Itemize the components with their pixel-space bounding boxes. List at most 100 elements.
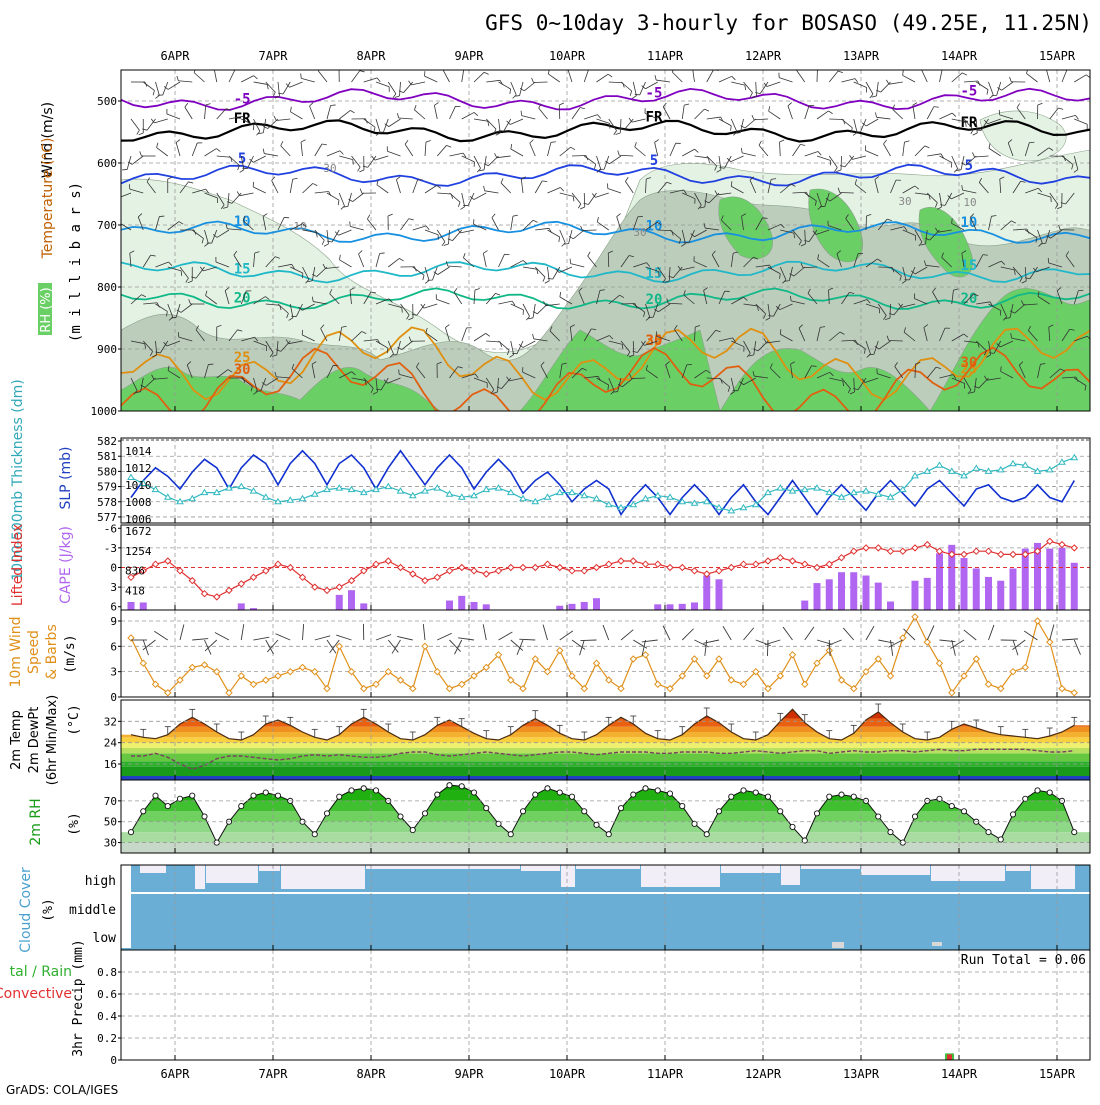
- lifted-index-point: [630, 558, 636, 564]
- li-tick-label: 3: [110, 581, 117, 594]
- wind10-barb: [276, 634, 291, 640]
- lifted-index-point: [839, 555, 845, 561]
- rh2m-point: [594, 822, 599, 827]
- wind10-barb: [767, 640, 768, 656]
- label-cape: CAPE (J/kg): [58, 526, 74, 604]
- cloud-gap: [366, 865, 520, 869]
- wind10-barb: [483, 624, 486, 640]
- wind10-barb: [215, 632, 229, 640]
- date-label-bottom: 11APR: [647, 1067, 684, 1081]
- cloud-gap: [195, 865, 205, 889]
- temp-band: [121, 753, 1090, 761]
- cape-bar: [1059, 548, 1066, 610]
- isotherm-label: 10: [234, 214, 251, 230]
- wind10-barb: [1050, 625, 1054, 640]
- date-label-bottom: 6APR: [161, 1067, 191, 1081]
- wind-barb-flag: [942, 68, 947, 69]
- wind10-barb: [817, 640, 832, 644]
- cape-bar: [691, 602, 698, 610]
- cloud-gap: [140, 865, 166, 873]
- rh2m-point: [471, 790, 476, 795]
- label-cc-b: (%): [41, 898, 56, 921]
- isotherm-label: 30: [234, 362, 251, 378]
- precip-tick-label: 0.4: [97, 1010, 117, 1023]
- rh2m-point: [239, 803, 244, 808]
- isotherm-label: 30: [646, 333, 663, 349]
- rh2m-point: [337, 794, 342, 799]
- date-label-top: 7APR: [259, 49, 289, 63]
- lifted-index-point: [496, 568, 502, 574]
- lifted-index-point: [790, 558, 796, 564]
- rh2m-point: [141, 809, 146, 814]
- label-cc-a: Cloud Cover: [18, 867, 34, 953]
- rh2m-point: [827, 794, 832, 799]
- precip-bar-convective: [947, 1054, 952, 1060]
- wind10-barb: [878, 640, 894, 643]
- cloud-gap: [281, 865, 365, 889]
- lifted-index-point: [961, 551, 967, 557]
- rh2m-point: [202, 814, 207, 819]
- rh2m-point: [631, 792, 636, 797]
- wind10-barb: [376, 635, 391, 640]
- rh2m-point: [618, 806, 623, 811]
- lifted-index-point: [937, 548, 943, 554]
- wind-tick-label: 0: [110, 691, 117, 704]
- lifted-index-point: [618, 558, 624, 564]
- label-t2-a: 2m Temp: [9, 710, 24, 770]
- wind10-barb: [765, 640, 780, 645]
- isotherm-label: 5: [650, 153, 658, 169]
- wind-barb-flag: [693, 66, 697, 68]
- cloud-gap: [1031, 865, 1075, 889]
- credit: GrADS: COLA/IGES: [6, 1083, 118, 1097]
- rh2m-point: [716, 809, 721, 814]
- wind-speed-point: [263, 677, 269, 683]
- lifted-index-point: [251, 574, 257, 580]
- temp-tick-label: 16: [104, 758, 117, 771]
- rh2m-point: [1010, 812, 1015, 817]
- chart-title: GFS 0~10day 3-hourly for BOSASO (49.25E,…: [485, 11, 1092, 35]
- rh-band: [121, 811, 1090, 821]
- wind10-barb: [397, 636, 413, 640]
- cape-bar: [679, 604, 686, 610]
- wind-barb-flag: [339, 66, 344, 68]
- rh2m-point: [520, 809, 525, 814]
- cape-tick-label: 418: [125, 584, 145, 597]
- lifted-index-point: [447, 568, 453, 574]
- temp-tick-label: 24: [104, 737, 118, 750]
- lifted-index-point: [973, 548, 979, 554]
- wind-barb-flag: [443, 66, 446, 70]
- isotherm-label: 15: [234, 262, 251, 278]
- precip-frame: [121, 950, 1090, 1060]
- lifted-index-point: [520, 565, 526, 571]
- lifted-index-point: [826, 561, 832, 567]
- lifted-index-point: [728, 565, 734, 571]
- wind-barb-flag: [921, 66, 924, 70]
- lifted-index-point: [814, 565, 820, 571]
- label-precip-total: tal / Rain: [10, 964, 72, 980]
- cape-bar: [924, 578, 931, 610]
- label-wind10-c: & Barbs: [44, 624, 60, 680]
- date-label-bottom: 13APR: [843, 1067, 880, 1081]
- rh2m-point: [324, 811, 329, 816]
- isotherm-label: 20: [234, 291, 251, 307]
- rh2m-point: [741, 788, 746, 793]
- thickness-tick-label: 579: [97, 481, 117, 494]
- wind-speed-point: [287, 669, 293, 675]
- precip-run-total: Run Total = 0.06: [961, 953, 1086, 968]
- lifted-index-point: [900, 548, 906, 554]
- rh-contour-label: 30: [898, 195, 911, 208]
- rh2m-point: [557, 790, 562, 795]
- cape-bar: [360, 603, 367, 610]
- wind10-barb: [1062, 639, 1078, 640]
- wind-barb-flag: [119, 218, 120, 223]
- cloud-gap: [1006, 865, 1030, 871]
- lifted-index-point: [557, 565, 563, 571]
- wind-barb-flag: [353, 160, 354, 165]
- lifted-index-point: [851, 548, 857, 554]
- thickness-slp-frame: [121, 438, 1090, 523]
- lifted-index-point: [569, 568, 575, 574]
- lifted-index-point: [324, 587, 330, 593]
- wind10-barb: [642, 640, 658, 642]
